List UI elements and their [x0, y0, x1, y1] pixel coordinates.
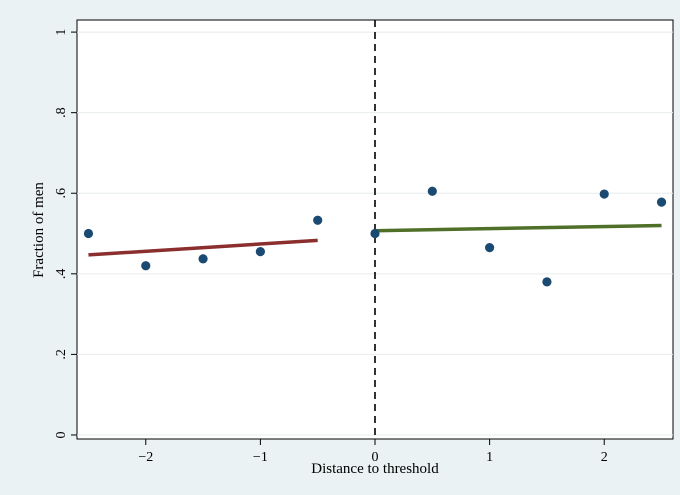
data-point [656, 197, 667, 207]
x-axis: −2 −1 0 1 2 [138, 439, 608, 465]
y-axis: 0 .2 .4 .6 .8 1 [54, 29, 77, 438]
y-tick-label: .4 [54, 269, 69, 280]
data-point [198, 254, 208, 264]
x-tick-label: 0 [372, 450, 379, 465]
y-tick-label: .8 [54, 107, 69, 118]
data-point [542, 277, 552, 287]
fit-lines [88, 223, 662, 257]
data-point [313, 215, 323, 225]
y-tick-label: .2 [54, 349, 69, 360]
x-tick-label: −1 [253, 450, 268, 465]
data-points [83, 186, 667, 287]
x-axis-title: Distance to threshold [311, 461, 439, 477]
y-tick-label: 1 [54, 29, 69, 36]
x-tick-label: 1 [486, 450, 493, 465]
y-tick-label: .6 [54, 188, 69, 199]
y-axis-title: Fraction of men [31, 182, 47, 278]
data-point [83, 228, 94, 239]
x-tick-label: 2 [601, 450, 608, 465]
fit-line-right [374, 223, 662, 233]
data-point [141, 261, 151, 271]
data-point [255, 247, 265, 257]
y-tick-label: 0 [54, 431, 69, 438]
fit-line-left [88, 238, 318, 257]
data-point [599, 189, 609, 199]
x-tick-label: −2 [138, 450, 153, 465]
data-point [427, 186, 437, 196]
data-point [370, 228, 380, 239]
data-point [485, 243, 495, 253]
